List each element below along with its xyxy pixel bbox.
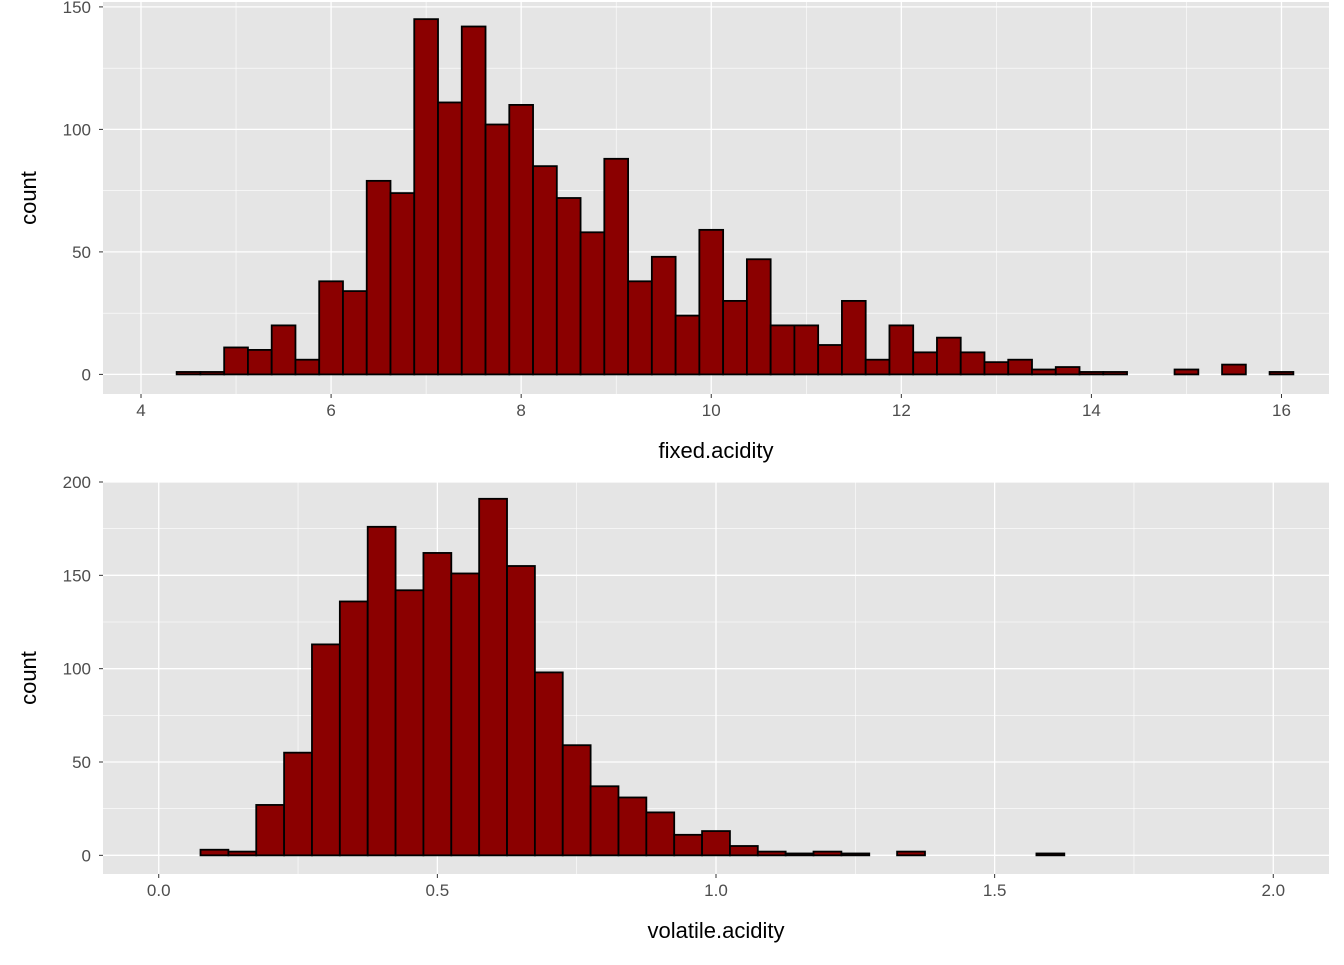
histogram-bar <box>1102 371 1128 376</box>
histogram-bar <box>223 346 249 376</box>
panel-volatile-acidity: 0.0 0.5 1.0 1.5 2.0 0 50 100 150 200 volatile.acid… <box>16 473 1329 943</box>
histogram-bar <box>484 123 511 376</box>
histogram-bar <box>645 811 676 857</box>
histogram-bar <box>478 497 508 857</box>
histogram-bar <box>508 104 534 376</box>
histogram-bar <box>589 785 620 857</box>
histogram-bar <box>283 751 313 857</box>
x-tick-label: 0.0 <box>147 881 171 900</box>
histogram-bar <box>1221 363 1247 376</box>
panel-fixed-acidity: 4 6 8 10 12 14 16 0 50 100 150 fixed.acidity count <box>16 0 1329 463</box>
histogram-bar <box>579 231 606 376</box>
histogram-bar <box>460 25 487 376</box>
histogram-bar <box>199 371 226 376</box>
histogram-bar <box>437 101 463 376</box>
histogram-bar <box>561 744 592 857</box>
histogram-bar <box>533 671 564 857</box>
histogram-bar <box>627 280 653 376</box>
histogram-bar <box>318 280 344 376</box>
x-tick-label: 1.0 <box>704 881 728 900</box>
histogram-bar <box>729 845 759 857</box>
histogram-bar <box>793 324 820 376</box>
y-tick-label: 50 <box>72 243 91 262</box>
histogram-bar <box>450 572 481 857</box>
histogram-bar <box>555 197 582 376</box>
histogram-bar <box>603 157 629 376</box>
histogram-bar <box>756 850 787 857</box>
histogram-bar <box>912 351 938 376</box>
histogram-bar <box>1268 371 1295 376</box>
histogram-bar <box>701 830 731 857</box>
histogram-bar <box>812 850 843 857</box>
y-tick-label: 150 <box>63 566 91 585</box>
y-tick-label: 150 <box>63 0 91 17</box>
x-tick-label: 16 <box>1272 401 1291 420</box>
x-tick-label: 6 <box>326 401 335 420</box>
histogram-bar <box>840 852 871 857</box>
histogram-bar <box>532 165 558 376</box>
y-tick-label: 200 <box>63 473 91 492</box>
histogram-bar <box>255 804 286 857</box>
x-tick-label: 8 <box>516 401 525 420</box>
histogram-bar <box>1054 366 1081 376</box>
histogram-bar <box>389 192 416 376</box>
histogram-bar <box>698 228 725 376</box>
histogram-bar <box>227 850 258 857</box>
histogram-bar <box>1007 358 1033 376</box>
y-tick-label: 0 <box>82 846 91 865</box>
histogram-bar <box>1078 371 1105 376</box>
histogram-bar <box>311 643 341 857</box>
histogram-bar <box>1173 368 1200 376</box>
histogram-bar <box>422 552 453 857</box>
histogram-bar <box>338 600 369 857</box>
x-tick-label: 0.5 <box>426 881 450 900</box>
histogram-bar <box>247 348 273 376</box>
histogram-bar <box>674 314 701 376</box>
histogram-bar <box>506 565 536 857</box>
histogram-bar <box>1035 852 1066 857</box>
histogram-bar <box>769 324 796 376</box>
y-axis-title: count <box>16 171 41 225</box>
histogram-bar <box>784 852 815 857</box>
x-tick-label: 12 <box>892 401 911 420</box>
histogram-bar <box>199 848 230 857</box>
histogram-bar <box>365 179 392 376</box>
y-tick-label: 100 <box>63 120 91 139</box>
histogram-bar <box>413 18 439 376</box>
histogram-bar <box>342 290 368 376</box>
histogram-bar <box>1031 368 1057 376</box>
histogram-bar <box>673 833 703 857</box>
histogram-bar <box>936 336 962 376</box>
histogram-bar <box>270 324 297 376</box>
histogram-bar <box>841 299 867 376</box>
histogram-bar <box>294 358 321 376</box>
x-axis-title: fixed.acidity <box>659 438 774 463</box>
histogram-bar <box>745 258 772 376</box>
histogram-bar <box>888 324 915 376</box>
histogram-bar <box>722 299 748 376</box>
x-tick-label: 10 <box>702 401 721 420</box>
x-axis-title: volatile.acidity <box>648 918 785 943</box>
x-tick-label: 2.0 <box>1261 881 1285 900</box>
y-tick-label: 50 <box>72 753 91 772</box>
x-tick-label: 4 <box>136 401 145 420</box>
histogram-bar <box>366 525 397 857</box>
histogram-bar <box>896 850 926 857</box>
histogram-bar <box>617 796 648 857</box>
histogram-bar <box>983 361 1010 376</box>
histogram-bar <box>864 358 891 376</box>
x-tick-label: 1.5 <box>983 881 1007 900</box>
histogram-bar <box>959 351 986 376</box>
histogram-bar <box>394 589 425 857</box>
histogram-bar <box>175 371 202 376</box>
histogram-bar <box>650 255 677 376</box>
y-tick-label: 0 <box>82 365 91 384</box>
x-tick-label: 14 <box>1082 401 1101 420</box>
histogram-bar <box>817 344 843 376</box>
y-tick-label: 100 <box>63 660 91 679</box>
y-axis-title: count <box>16 651 41 705</box>
